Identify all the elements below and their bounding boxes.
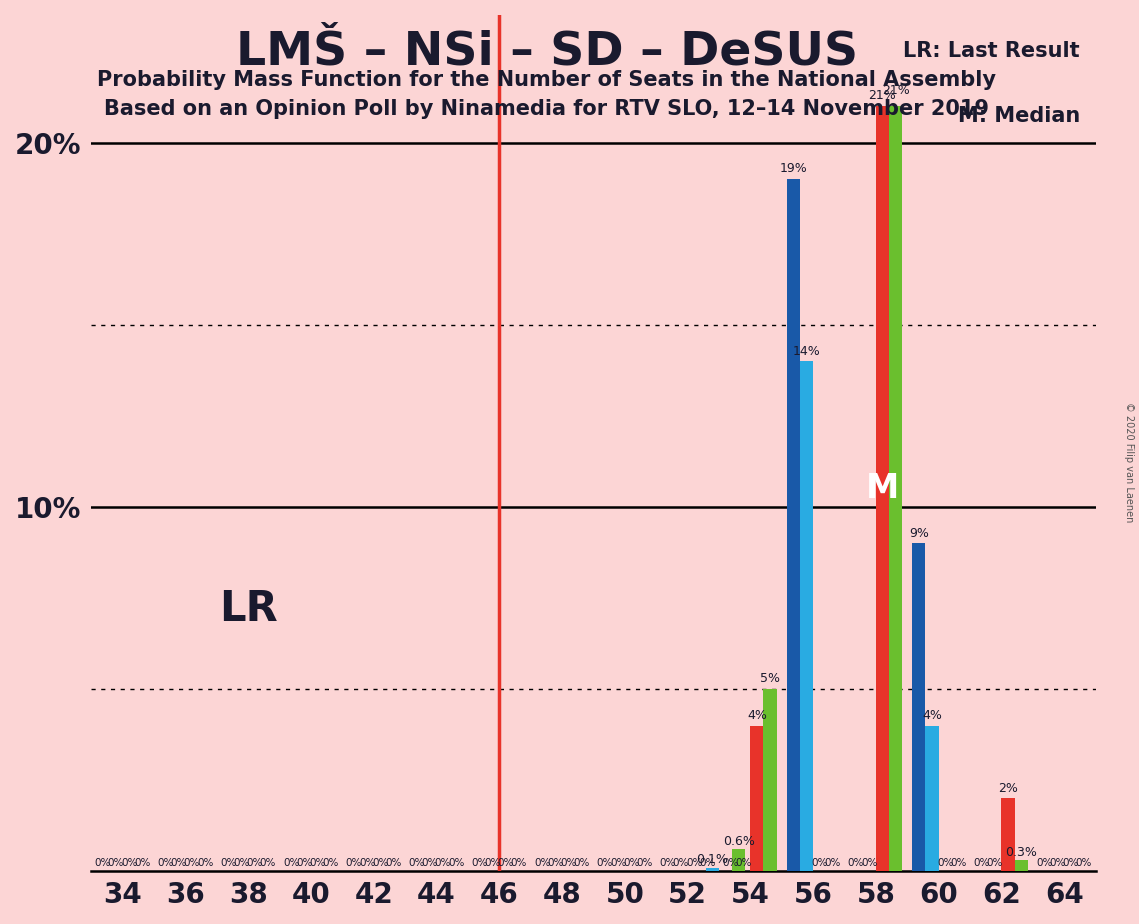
Text: 0%: 0% bbox=[346, 858, 362, 869]
Bar bbox=[912, 543, 925, 871]
Text: 0%: 0% bbox=[547, 858, 564, 869]
Text: 0%: 0% bbox=[623, 858, 639, 869]
Text: 0%: 0% bbox=[659, 858, 675, 869]
Text: 0%: 0% bbox=[498, 858, 514, 869]
Text: 4%: 4% bbox=[747, 709, 767, 722]
Bar bbox=[1015, 860, 1027, 871]
Text: 0%: 0% bbox=[157, 858, 174, 869]
Text: 0%: 0% bbox=[1049, 858, 1066, 869]
Text: 19%: 19% bbox=[779, 163, 808, 176]
Text: 0%: 0% bbox=[183, 858, 200, 869]
Text: 0.3%: 0.3% bbox=[1006, 845, 1038, 858]
Text: 0%: 0% bbox=[534, 858, 550, 869]
Bar bbox=[876, 106, 890, 871]
Text: M: Median: M: Median bbox=[958, 106, 1080, 126]
Bar bbox=[925, 725, 939, 871]
Bar bbox=[890, 106, 902, 871]
Text: 0%: 0% bbox=[435, 858, 451, 869]
Text: 0%: 0% bbox=[409, 858, 425, 869]
Text: 0.1%: 0.1% bbox=[696, 853, 728, 866]
Text: 0%: 0% bbox=[974, 858, 990, 869]
Text: 5%: 5% bbox=[760, 673, 780, 686]
Text: 0%: 0% bbox=[310, 858, 326, 869]
Text: 0%: 0% bbox=[986, 858, 1003, 869]
Text: 0%: 0% bbox=[736, 858, 752, 869]
Text: 0.6%: 0.6% bbox=[723, 834, 755, 847]
Text: 0%: 0% bbox=[372, 858, 388, 869]
Text: 0%: 0% bbox=[95, 858, 110, 869]
Text: 0%: 0% bbox=[1075, 858, 1092, 869]
Text: 0%: 0% bbox=[421, 858, 439, 869]
Text: 0%: 0% bbox=[484, 858, 501, 869]
Text: 0%: 0% bbox=[359, 858, 375, 869]
Bar bbox=[763, 689, 777, 871]
Bar bbox=[751, 725, 763, 871]
Text: 0%: 0% bbox=[722, 858, 739, 869]
Text: 0%: 0% bbox=[385, 858, 402, 869]
Text: 0%: 0% bbox=[171, 858, 187, 869]
Text: 21%: 21% bbox=[882, 84, 909, 97]
Text: 0%: 0% bbox=[847, 858, 865, 869]
Text: 0%: 0% bbox=[510, 858, 527, 869]
Text: 0%: 0% bbox=[246, 858, 263, 869]
Bar bbox=[706, 868, 719, 871]
Text: 0%: 0% bbox=[134, 858, 150, 869]
Text: 0%: 0% bbox=[811, 858, 828, 869]
Text: 0%: 0% bbox=[1063, 858, 1079, 869]
Text: 0%: 0% bbox=[233, 858, 249, 869]
Text: 0%: 0% bbox=[611, 858, 626, 869]
Text: 0%: 0% bbox=[686, 858, 703, 869]
Text: Based on an Opinion Poll by Ninamedia for RTV SLO, 12–14 November 2019: Based on an Opinion Poll by Ninamedia fo… bbox=[105, 99, 989, 119]
Text: LMŠ – NSi – SD – DeSUS: LMŠ – NSi – SD – DeSUS bbox=[236, 30, 858, 75]
Text: LR: LR bbox=[219, 588, 278, 630]
Text: LR: Last Result: LR: Last Result bbox=[903, 41, 1080, 60]
Bar bbox=[787, 179, 800, 871]
Text: 0%: 0% bbox=[322, 858, 339, 869]
Text: 0%: 0% bbox=[560, 858, 576, 869]
Text: 0%: 0% bbox=[597, 858, 613, 869]
Text: © 2020 Filip van Laenen: © 2020 Filip van Laenen bbox=[1124, 402, 1133, 522]
Bar bbox=[732, 849, 745, 871]
Text: 0%: 0% bbox=[699, 858, 715, 869]
Text: 14%: 14% bbox=[793, 345, 820, 358]
Text: M: M bbox=[866, 472, 899, 505]
Text: Probability Mass Function for the Number of Seats in the National Assembly: Probability Mass Function for the Number… bbox=[97, 70, 997, 91]
Text: 2%: 2% bbox=[998, 782, 1018, 795]
Text: 0%: 0% bbox=[108, 858, 124, 869]
Text: 4%: 4% bbox=[923, 709, 942, 722]
Text: 0%: 0% bbox=[220, 858, 237, 869]
Text: 0%: 0% bbox=[861, 858, 877, 869]
Text: 0%: 0% bbox=[825, 858, 841, 869]
Bar bbox=[800, 361, 813, 871]
Text: 0%: 0% bbox=[937, 858, 953, 869]
Text: 9%: 9% bbox=[909, 527, 928, 540]
Text: 0%: 0% bbox=[950, 858, 967, 869]
Text: 0%: 0% bbox=[472, 858, 487, 869]
Text: 0%: 0% bbox=[296, 858, 312, 869]
Text: 0%: 0% bbox=[448, 858, 465, 869]
Text: 0%: 0% bbox=[637, 858, 653, 869]
Text: 0%: 0% bbox=[121, 858, 138, 869]
Text: 0%: 0% bbox=[197, 858, 213, 869]
Text: 21%: 21% bbox=[869, 90, 896, 103]
Text: 0%: 0% bbox=[574, 858, 590, 869]
Text: 0%: 0% bbox=[1036, 858, 1052, 869]
Text: 0%: 0% bbox=[260, 858, 276, 869]
Text: 0%: 0% bbox=[282, 858, 300, 869]
Text: 0%: 0% bbox=[673, 858, 689, 869]
Bar bbox=[1001, 798, 1015, 871]
